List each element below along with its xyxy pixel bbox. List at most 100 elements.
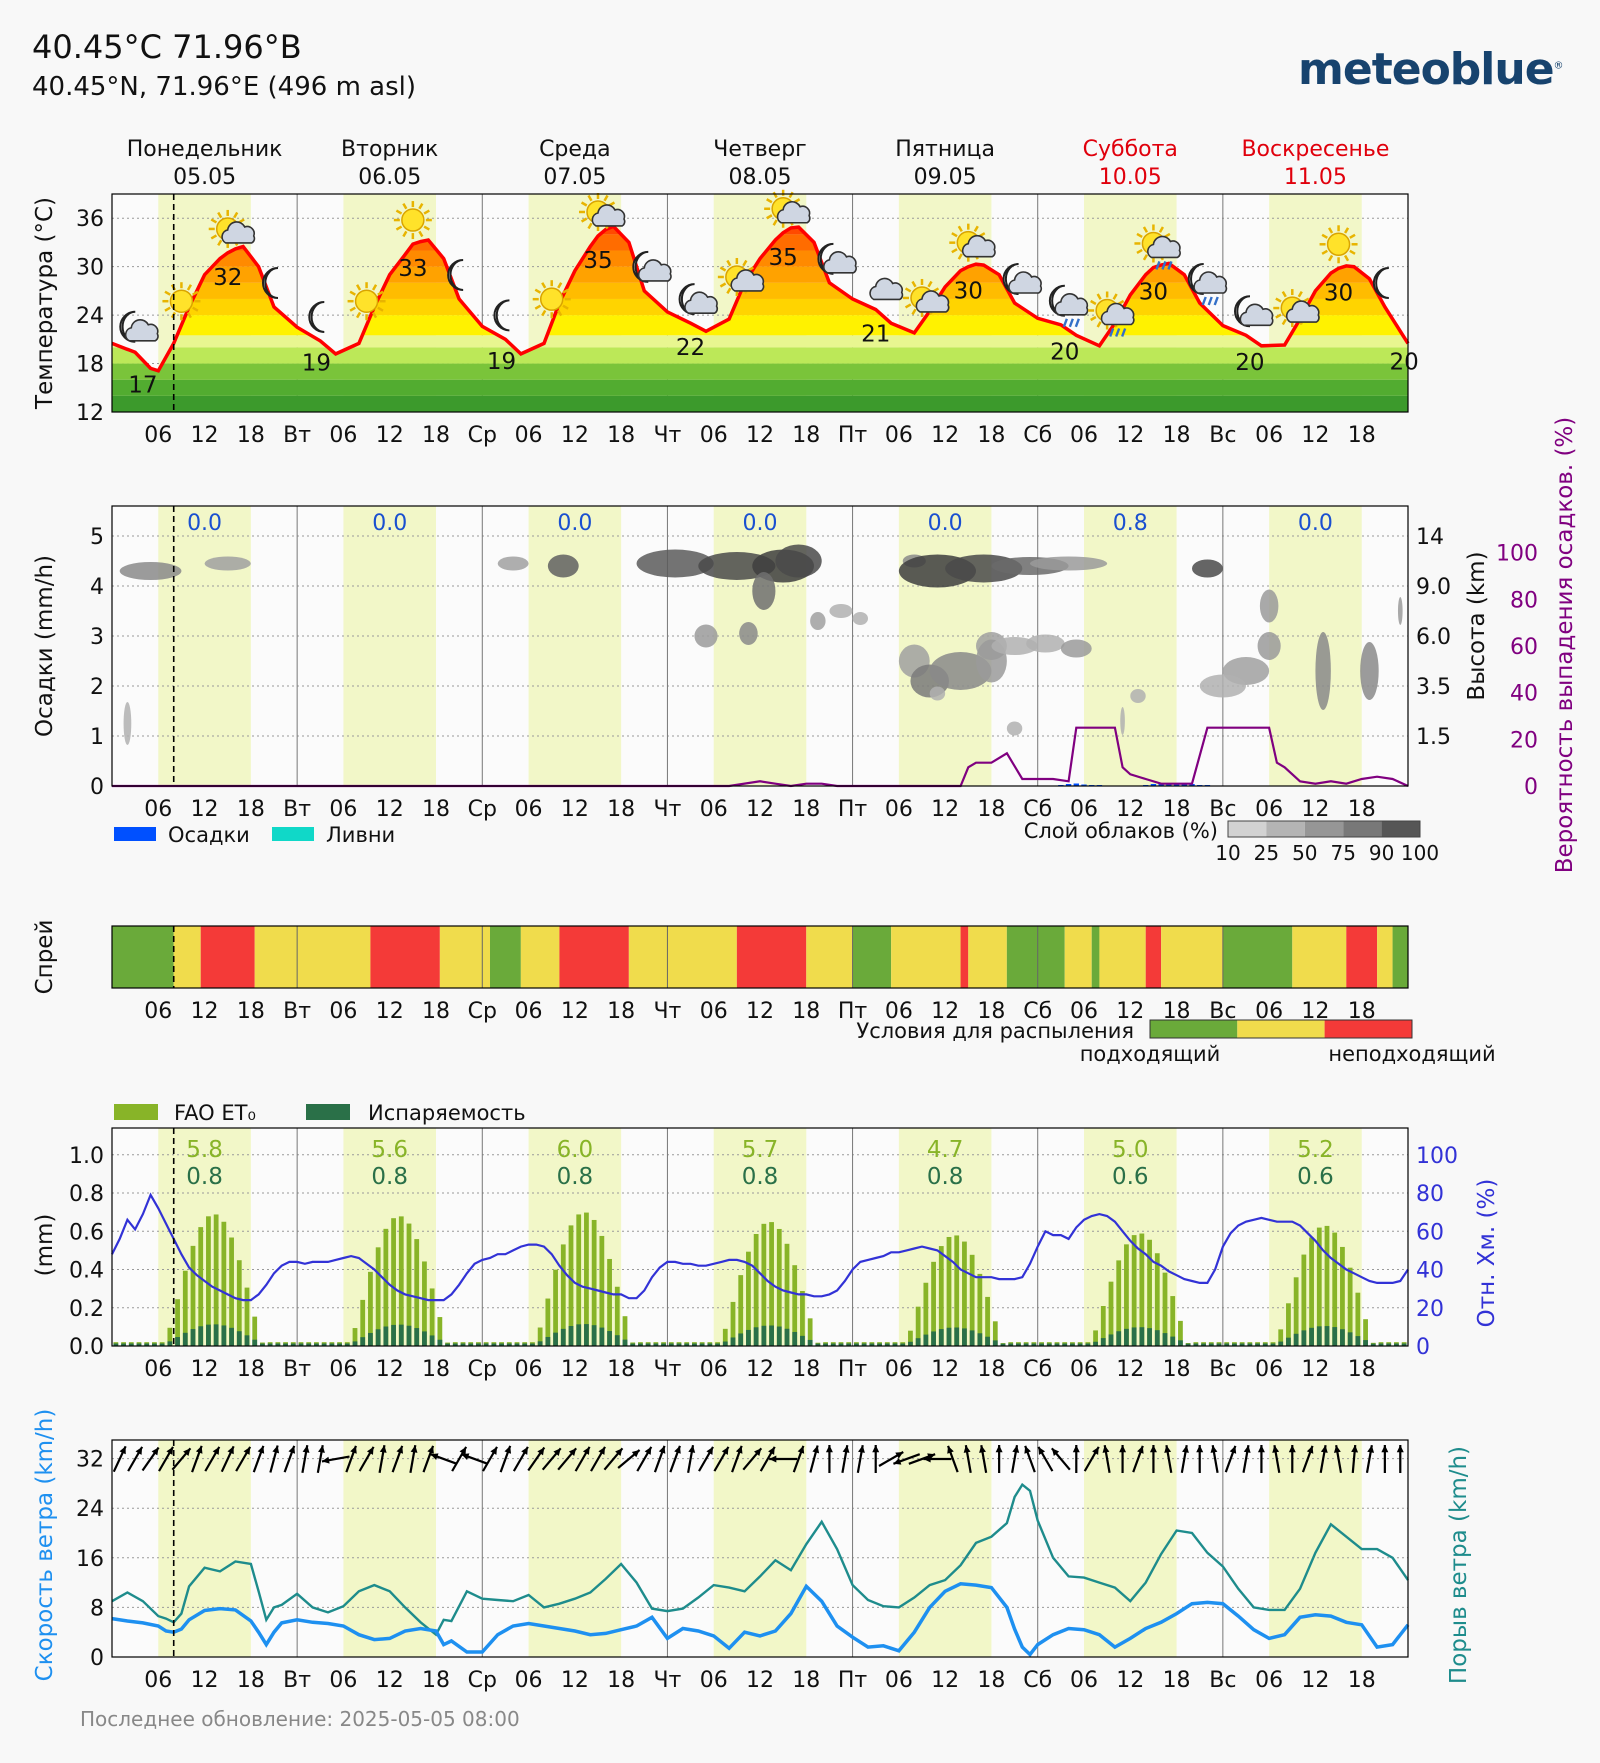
hour-tick: 12 <box>561 797 589 822</box>
temperature-band <box>112 347 1408 364</box>
evapotranspiration-bar <box>753 1327 759 1346</box>
fao-et0-bar <box>614 1286 620 1346</box>
wind-direction-arrow <box>963 1445 972 1473</box>
wind-direction-arrow <box>1119 1445 1127 1473</box>
sun-ray <box>1349 233 1356 239</box>
evapotranspiration-bar <box>306 1343 312 1346</box>
fao-et0-bar <box>607 1258 612 1346</box>
sun-ray <box>726 287 732 295</box>
cloud-layer-blob <box>1060 639 1092 658</box>
hour-tick: 06 <box>1070 797 1098 822</box>
evapotranspiration-bar <box>969 1330 975 1346</box>
sun-ray <box>217 239 223 247</box>
fao-et0-bar <box>908 1330 913 1346</box>
wind-direction-arrow <box>731 1445 743 1473</box>
cloud-legend-swatch <box>1304 821 1344 837</box>
hour-tick: 06 <box>144 1357 172 1382</box>
daylight-band <box>343 1128 436 1346</box>
daily-fao-et0: 5.7 <box>742 1137 779 1163</box>
arrow-head <box>1306 1445 1314 1454</box>
evapotranspiration-bar <box>275 1343 281 1346</box>
wind-direction-arrow <box>872 1445 880 1473</box>
arrow-head <box>1051 1448 1060 1457</box>
sun-icon <box>162 282 201 321</box>
evapotranspiration-bar <box>1108 1334 1114 1346</box>
evapotranspiration-bar <box>468 1343 474 1346</box>
fao-et0-bar <box>954 1235 960 1346</box>
evapotranspiration-panel-border <box>111 1127 1409 1347</box>
hour-tick: 06 <box>700 423 728 448</box>
probability-y-tick: 40 <box>1510 682 1538 707</box>
daylight-band <box>713 1128 807 1346</box>
hour-tick: 18 <box>607 1668 635 1693</box>
wind-direction-arrow <box>1149 1445 1157 1473</box>
sun-ray <box>557 309 563 317</box>
cloud-layer-blob <box>929 652 992 690</box>
evapotranspiration-bar <box>213 1324 219 1346</box>
sun-ray <box>766 198 773 204</box>
evapotranspiration-bar <box>1147 1328 1152 1346</box>
cloud-layer-blob <box>929 686 946 701</box>
daily-fao-et0: 6.0 <box>557 1137 594 1163</box>
sun-ray <box>164 290 171 296</box>
sun-ray <box>1349 249 1356 255</box>
sun-ray <box>603 194 609 202</box>
wind-direction-arrow <box>158 1446 174 1472</box>
cloud-layer-blob <box>852 612 868 625</box>
evapotranspiration-bar <box>1208 1343 1214 1346</box>
spray-panel-border <box>111 925 1409 989</box>
day-abbr-tick: Чт <box>653 1668 681 1693</box>
fao-et0-bar <box>1147 1239 1152 1346</box>
precipitation-bar <box>1073 783 1079 786</box>
arrow-head <box>151 1447 159 1456</box>
hour-tick: 06 <box>1255 1357 1283 1382</box>
temperature-y-tick: 18 <box>76 353 104 378</box>
hour-tick: 06 <box>1070 1357 1098 1382</box>
wind-gust-line <box>111 1482 1409 1637</box>
hour-tick: 12 <box>191 797 219 822</box>
probability-y-tick: 60 <box>1510 635 1538 660</box>
fao-et0-bar <box>1100 1306 1106 1346</box>
hour-tick: 12 <box>746 797 774 822</box>
wind-direction-arrow <box>1301 1445 1314 1473</box>
hour-tick: 18 <box>237 1668 265 1693</box>
cloud-legend-tick: 90 <box>1369 841 1394 865</box>
cloud-layer-blob <box>1006 721 1023 736</box>
sun-ray <box>377 306 384 312</box>
hour-tick: 18 <box>607 1357 635 1382</box>
hour-tick: 18 <box>1348 1668 1376 1693</box>
wind-direction-arrow <box>1051 1447 1071 1471</box>
wind-direction-arrow <box>878 1451 904 1467</box>
day-abbr-tick: Сб <box>1023 1357 1052 1382</box>
daylight-band <box>1269 1440 1362 1657</box>
fao-et0-bar <box>761 1223 767 1346</box>
arrow-head <box>350 1445 357 1454</box>
spray-axis-title: Спрей <box>32 920 58 995</box>
fao-et0-bar <box>360 1299 366 1346</box>
arrow-head <box>1182 1445 1189 1453</box>
spray-segment <box>628 926 737 988</box>
hour-tick: 06 <box>885 797 913 822</box>
rain-drop <box>1161 261 1167 270</box>
rain-drop <box>1074 318 1080 328</box>
evapotranspiration-bar <box>1077 1343 1083 1346</box>
evapotranspiration-bar <box>314 1343 319 1346</box>
sun-ray <box>534 304 542 310</box>
meteoblue-logo[interactable]: meteoblue® <box>1298 44 1564 95</box>
precip-y-tick: 5 <box>90 525 104 550</box>
sun-ray <box>402 202 408 210</box>
rain-drop <box>1207 296 1213 306</box>
evapotranspiration-bar <box>1154 1330 1160 1346</box>
sun-ray <box>562 304 569 310</box>
hour-tick: 18 <box>422 1357 450 1382</box>
cloud-icon <box>869 277 904 301</box>
sun-ray <box>1327 227 1334 234</box>
evapotranspiration-bar <box>206 1324 211 1346</box>
sun-ray <box>587 222 593 230</box>
sun-cloud-icon <box>1273 289 1320 328</box>
wind-y-tick: 0 <box>90 1646 104 1671</box>
evapotranspiration-bar <box>152 1343 157 1346</box>
daylight-band <box>528 506 622 786</box>
evapotranspiration-bar <box>530 1343 535 1346</box>
